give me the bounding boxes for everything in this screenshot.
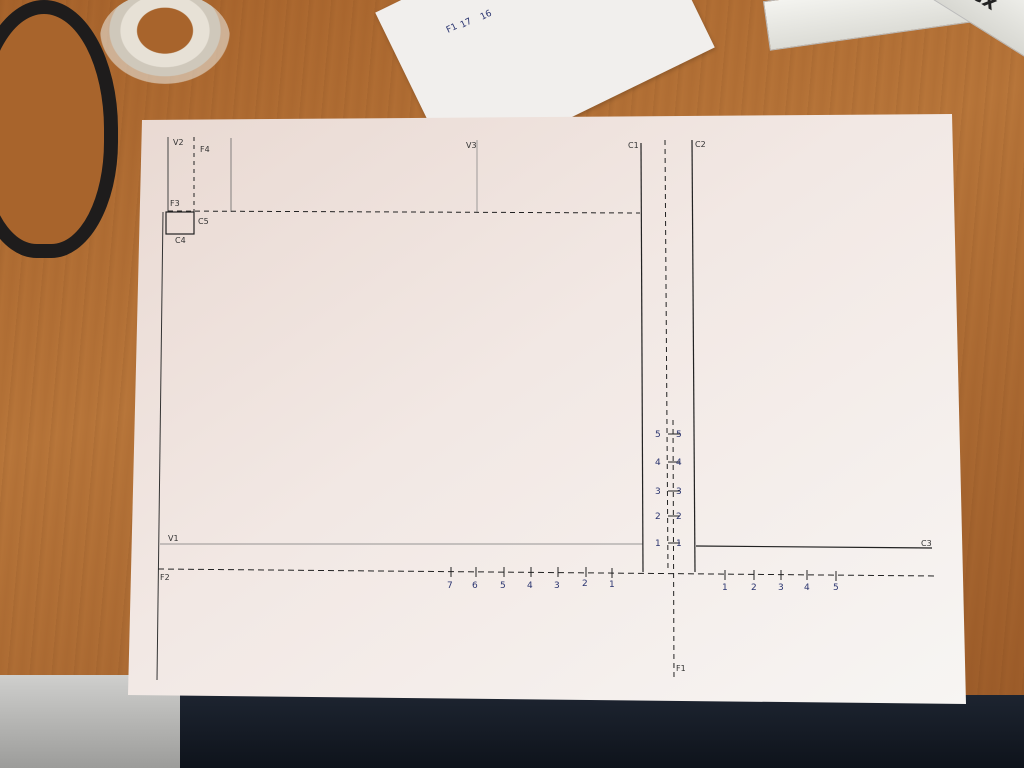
axis-number: 3 <box>655 487 661 497</box>
axis-number: 7 <box>447 581 453 591</box>
axis-number: 2 <box>751 583 757 593</box>
dark-cloth <box>180 695 1024 768</box>
label-f4: F4 <box>200 145 210 154</box>
axis-number: 4 <box>655 458 661 468</box>
axis-number: 1 <box>655 539 661 549</box>
axis-number: 2 <box>676 512 682 522</box>
label-f3: F3 <box>170 199 180 208</box>
axis-number: 3 <box>778 583 784 593</box>
label-f1: F1 <box>676 664 686 673</box>
paper-sheet <box>128 114 966 704</box>
frame-line <box>167 210 641 214</box>
label-v2: V2 <box>173 138 184 147</box>
background-paper-label: 17 <box>459 17 474 31</box>
background-paper-label: 16 <box>479 9 494 23</box>
corner-box <box>165 211 195 235</box>
label-c1: C1 <box>628 141 639 150</box>
label-c3: C3 <box>921 539 932 548</box>
frame-line <box>640 142 644 573</box>
background-paper-label: F1 <box>445 22 459 36</box>
label-c4: C4 <box>175 236 186 245</box>
axis-number: 2 <box>655 512 661 522</box>
axis-number: 1 <box>676 539 682 549</box>
frame-line <box>672 419 675 681</box>
axis-number: 6 <box>472 581 478 591</box>
axis-number: 1 <box>722 583 728 593</box>
axis-number: 3 <box>554 581 560 591</box>
axis-number: 4 <box>804 583 810 593</box>
axis-number: 1 <box>609 580 615 590</box>
frame-line <box>664 139 669 573</box>
axis-number: 5 <box>655 430 661 440</box>
axis-number: 3 <box>676 487 682 497</box>
label-c2: C2 <box>695 140 706 149</box>
axis-number: 5 <box>500 581 506 591</box>
label-v3: V3 <box>466 141 477 150</box>
tape-roll <box>100 0 230 84</box>
frame-line <box>156 211 164 681</box>
frame-line <box>695 545 933 549</box>
axis-number: 4 <box>527 581 533 591</box>
axis-number: 5 <box>833 583 839 593</box>
frame-line <box>691 139 696 573</box>
axis-number: 2 <box>582 579 588 589</box>
baseline-ticks <box>450 567 837 581</box>
label-v1: V1 <box>168 534 179 543</box>
axis-number: 4 <box>676 458 682 468</box>
vertical-ticks <box>668 433 680 544</box>
label-f2: F2 <box>160 573 170 582</box>
axis-number: 5 <box>676 430 682 440</box>
label-c5: C5 <box>198 217 209 226</box>
